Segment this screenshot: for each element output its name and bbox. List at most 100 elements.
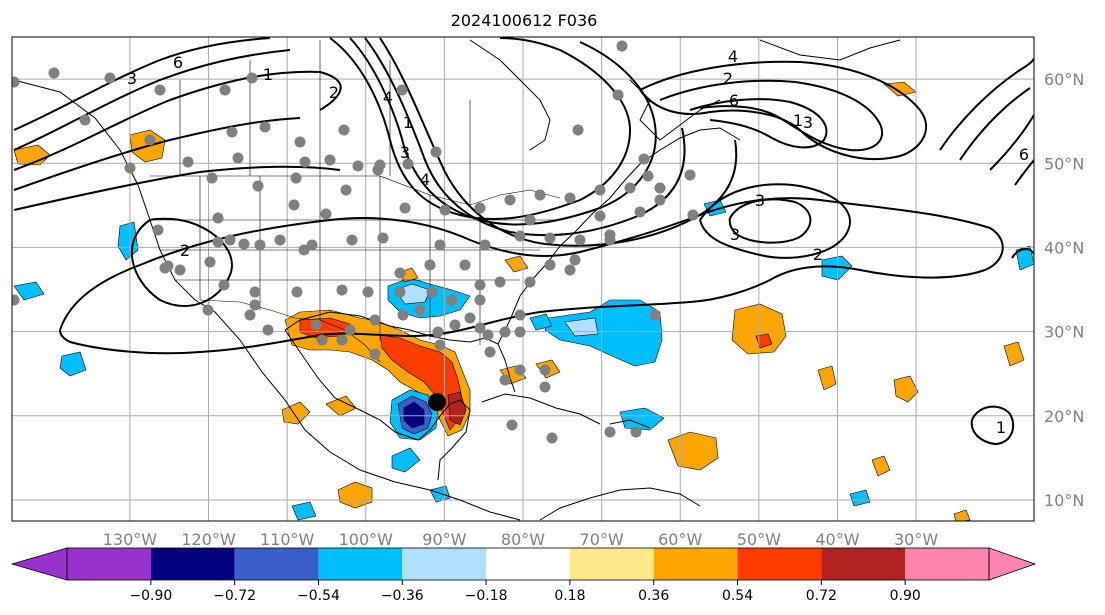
- station-marker: [124, 162, 136, 174]
- station-marker: [254, 239, 266, 251]
- coastline-greenland: [759, 39, 901, 61]
- contour-east-4: [1014, 159, 1034, 186]
- station-marker: [336, 334, 348, 346]
- contour-small-loop-se: [970, 405, 1015, 446]
- station-marker: [182, 156, 194, 168]
- station-marker: [638, 153, 650, 165]
- station-marker: [616, 40, 628, 52]
- latitude-labels: 60°N 50°N 40°N 30°N 20°N 10°N: [1044, 70, 1084, 510]
- station-marker: [377, 232, 389, 244]
- warm-anomaly-east-coast: [504, 255, 529, 273]
- contour-label: 3: [803, 113, 813, 132]
- station-marker: [402, 158, 414, 170]
- longitude-label: 60°W: [658, 530, 702, 549]
- cold-anomaly-atlantic-5: [529, 313, 553, 331]
- contour-label: 2: [329, 83, 339, 102]
- longitude-label: 80°W: [501, 530, 545, 549]
- contour-label: 6: [1019, 145, 1029, 164]
- station-marker: [226, 126, 238, 138]
- station-marker: [544, 259, 556, 271]
- station-marker: [249, 286, 261, 298]
- station-marker: [397, 309, 409, 321]
- latitude-label: 50°N: [1044, 154, 1084, 173]
- cold-anomaly-atlantic-4: [849, 489, 871, 507]
- longitude-label: 30°W: [894, 530, 938, 549]
- contour-label: 4: [728, 47, 738, 66]
- station-marker: [262, 324, 274, 336]
- station-marker: [12, 76, 20, 88]
- station-marker: [154, 84, 166, 96]
- station-marker: [484, 346, 496, 358]
- station-marker: [399, 202, 411, 214]
- contour-east-3: [989, 114, 1034, 171]
- station-marker: [687, 209, 699, 221]
- station-marker: [202, 304, 214, 316]
- station-marker: [206, 172, 218, 184]
- border-us-canada: [150, 175, 561, 206]
- longitude-label: 40°W: [815, 530, 859, 549]
- station-marker: [612, 89, 624, 101]
- station-marker: [344, 324, 356, 336]
- station-marker: [346, 234, 358, 246]
- longitude-label: 50°W: [737, 530, 781, 549]
- station-marker: [434, 239, 446, 251]
- station-marker: [499, 374, 511, 386]
- colorbar-segment: [67, 548, 151, 580]
- station-marker: [569, 254, 581, 266]
- cold-anomaly-atlantic: [544, 299, 663, 367]
- colorbar-tick-label: 0.54: [722, 588, 753, 604]
- station-marker: [604, 234, 616, 246]
- station-marker: [594, 210, 606, 222]
- contour-label: 4: [420, 170, 430, 189]
- cold-anomaly-yucatan-core: [403, 401, 425, 429]
- station-marker: [252, 180, 264, 192]
- contour-label: 6: [729, 91, 739, 110]
- colorbar-segment: [486, 548, 570, 580]
- station-marker: [449, 319, 461, 331]
- colorbar-tick-label: 0.90: [890, 588, 921, 604]
- contour-label: 3: [730, 225, 740, 244]
- coastline-hispaniola: [609, 419, 651, 429]
- contour-trough-west-2: [13, 49, 291, 151]
- station-marker: [499, 326, 511, 338]
- contour-label: 2: [180, 241, 190, 260]
- colorbar-segment: [234, 548, 319, 580]
- station-marker: [396, 84, 408, 96]
- cold-anomaly-pacific-3: [13, 281, 45, 301]
- latitude-label: 60°N: [1044, 70, 1084, 89]
- contour-label: 1: [403, 113, 413, 132]
- station-marker: [338, 124, 350, 136]
- station-marker: [224, 234, 236, 246]
- cold-anomaly-mexico: [391, 447, 421, 473]
- colorbar-tick-label: −0.36: [381, 588, 424, 604]
- colorbar-tick-label: −0.90: [129, 588, 172, 604]
- contour-label: 3: [127, 69, 137, 88]
- station-marker: [594, 184, 606, 196]
- contour-trough-west-1: [13, 37, 271, 131]
- cold-anomaly-pacific-5: [429, 485, 451, 503]
- warm-anomaly-pacific-mid: [281, 401, 311, 425]
- station-marker: [544, 232, 556, 244]
- station-marker: [299, 156, 311, 168]
- longitude-label: 70°W: [580, 530, 624, 549]
- station-marker: [479, 239, 491, 251]
- station-marker: [474, 294, 486, 306]
- contour-east-2: [959, 87, 1031, 161]
- station-marker: [79, 114, 91, 126]
- station-marker: [539, 381, 551, 393]
- station-marker: [249, 299, 261, 311]
- coastline-hudson: [469, 39, 551, 151]
- station-marker: [684, 169, 696, 181]
- station-marker: [654, 194, 666, 206]
- station-marker: [238, 238, 250, 250]
- contour-label: 1: [996, 418, 1006, 437]
- station-marker: [288, 199, 300, 211]
- station-marker: [369, 348, 381, 360]
- warm-anomaly-atlantic-e3: [1003, 341, 1025, 367]
- colorbar-tick-label: −0.72: [213, 588, 256, 604]
- station-marker: [474, 279, 486, 291]
- warm-anomaly-pacific-low: [337, 481, 373, 509]
- colorbar-segment: [737, 548, 822, 580]
- station-marker: [290, 172, 302, 184]
- station-marker: [482, 329, 494, 341]
